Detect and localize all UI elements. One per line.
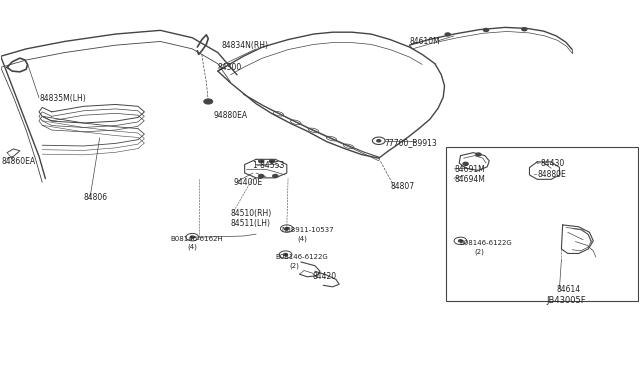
Circle shape bbox=[273, 174, 278, 177]
Circle shape bbox=[463, 162, 468, 165]
Text: B08146-6122G: B08146-6122G bbox=[460, 240, 512, 246]
Circle shape bbox=[190, 236, 194, 238]
Circle shape bbox=[284, 253, 287, 256]
Circle shape bbox=[522, 28, 527, 31]
Text: 84430: 84430 bbox=[540, 159, 564, 168]
Text: 84880E: 84880E bbox=[537, 170, 566, 179]
Circle shape bbox=[377, 140, 381, 142]
Circle shape bbox=[259, 174, 264, 177]
Text: (4): (4) bbox=[298, 235, 308, 242]
Bar bbox=[447, 147, 638, 301]
Text: 84807: 84807 bbox=[390, 182, 414, 190]
Circle shape bbox=[483, 29, 488, 32]
Text: (2): (2) bbox=[474, 249, 484, 255]
Text: 77700_B9913: 77700_B9913 bbox=[384, 138, 436, 147]
Text: 84691M: 84691M bbox=[454, 165, 485, 174]
Text: 84300: 84300 bbox=[218, 63, 242, 72]
Circle shape bbox=[445, 33, 451, 36]
Text: 94880EA: 94880EA bbox=[213, 111, 248, 120]
Text: 84420: 84420 bbox=[312, 272, 337, 281]
Circle shape bbox=[476, 153, 481, 156]
Text: 84835M(LH): 84835M(LH) bbox=[39, 94, 86, 103]
Text: 94400E: 94400E bbox=[234, 178, 263, 187]
Circle shape bbox=[459, 240, 463, 242]
Text: (2): (2) bbox=[289, 262, 300, 269]
Text: 1 84553: 1 84553 bbox=[253, 161, 284, 170]
Circle shape bbox=[285, 228, 289, 230]
Text: (4): (4) bbox=[187, 244, 197, 250]
Text: N08911-10537: N08911-10537 bbox=[282, 227, 334, 234]
Text: 84860EA: 84860EA bbox=[2, 157, 36, 166]
Text: 84510(RH): 84510(RH) bbox=[230, 209, 272, 218]
Text: 84511(LH): 84511(LH) bbox=[230, 219, 271, 228]
Circle shape bbox=[259, 160, 264, 163]
Text: B08146-6162H: B08146-6162H bbox=[170, 235, 223, 242]
Text: 84834N(RH): 84834N(RH) bbox=[221, 41, 268, 50]
Circle shape bbox=[204, 99, 212, 104]
Text: B08146-6122G: B08146-6122G bbox=[275, 254, 328, 260]
Circle shape bbox=[269, 160, 275, 163]
Text: 84614: 84614 bbox=[556, 285, 580, 294]
Text: 84610M: 84610M bbox=[410, 37, 440, 46]
Text: 84806: 84806 bbox=[84, 193, 108, 202]
Text: 84694M: 84694M bbox=[454, 175, 485, 184]
Text: JB43005F: JB43005F bbox=[547, 296, 586, 305]
